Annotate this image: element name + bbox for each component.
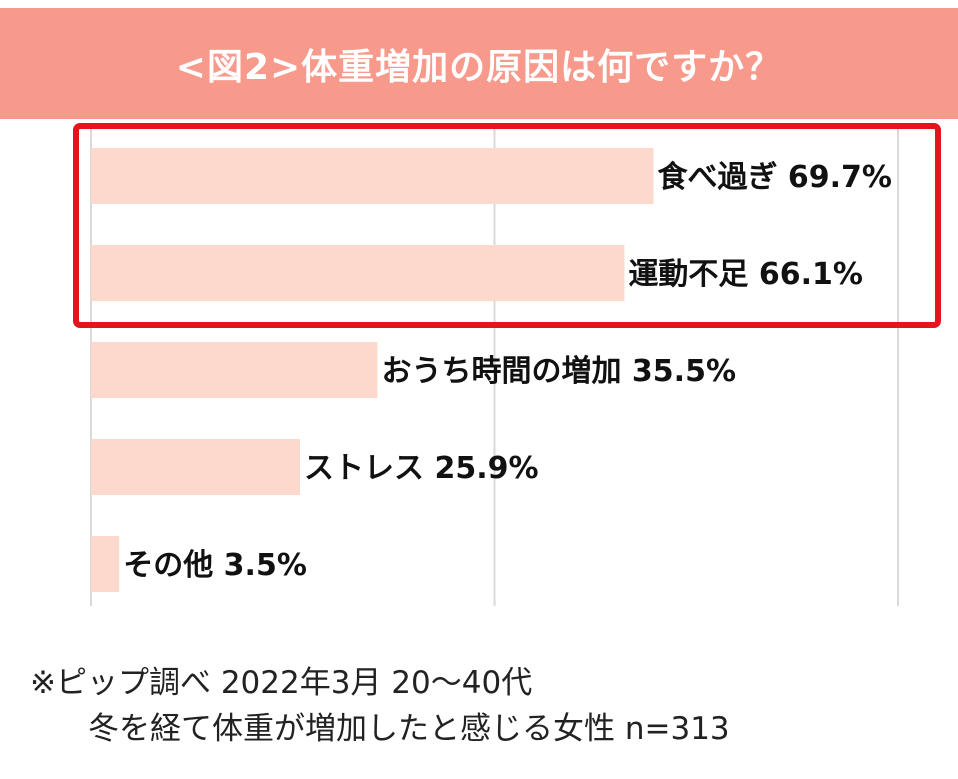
bar-label-0: 食べ過ぎ 69.7%	[657, 160, 892, 195]
bar-label-1: 運動不足 66.1%	[628, 257, 863, 292]
bar-1	[91, 245, 625, 301]
bar-labels: 食べ過ぎ 69.7% 運動不足 66.1% おうち時間の増加 35.5% ストレス 2…	[123, 160, 892, 583]
bar-chart: 食べ過ぎ 69.7% 運動不足 66.1% おうち時間の増加 35.5% ストレス 2…	[73, 123, 941, 606]
footnote: ※ピップ調べ 2022年3月 20～40代 冬を経て体重が増加したと感じる女性 …	[30, 660, 730, 752]
bar-label-3: ストレス 25.9%	[304, 451, 539, 486]
bars	[91, 148, 654, 592]
bar-4	[91, 536, 120, 592]
chart-title: <図2>体重増加の原因は何ですか？	[175, 46, 783, 88]
bar-0	[91, 148, 654, 204]
highlight-box	[73, 123, 941, 328]
footnote-line-2: 冬を経て体重が増加したと感じる女性 n=313	[88, 711, 730, 747]
bar-label-4: その他 3.5%	[123, 548, 307, 583]
bar-label-2: おうち時間の増加 35.5%	[381, 354, 736, 389]
bar-3	[91, 439, 301, 495]
chart-title-banner: <図2>体重増加の原因は何ですか？	[0, 8, 958, 119]
bar-2	[91, 342, 378, 398]
footnote-line-1: ※ピップ調べ 2022年3月 20～40代	[30, 665, 533, 701]
